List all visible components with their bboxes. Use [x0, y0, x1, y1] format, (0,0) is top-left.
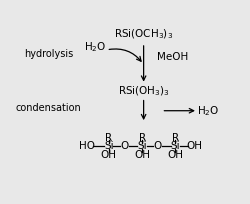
Text: HO: HO — [79, 141, 95, 151]
Text: OH: OH — [186, 141, 202, 151]
Text: O: O — [120, 141, 128, 151]
Text: R: R — [138, 133, 146, 143]
Text: OH: OH — [168, 150, 184, 160]
Text: hydrolysis: hydrolysis — [24, 49, 73, 59]
Text: H$_2$O: H$_2$O — [197, 104, 219, 118]
Text: Si: Si — [104, 141, 114, 151]
Text: condensation: condensation — [16, 103, 81, 113]
Text: O: O — [154, 141, 162, 151]
Text: RSi(OH$_3$)$_3$: RSi(OH$_3$)$_3$ — [118, 85, 170, 98]
Text: OH: OH — [101, 150, 117, 160]
Text: H$_2$O: H$_2$O — [84, 41, 107, 54]
Text: Si: Si — [137, 141, 147, 151]
Text: Si: Si — [170, 141, 180, 151]
Text: R: R — [105, 133, 112, 143]
Text: MeOH: MeOH — [158, 52, 189, 62]
Text: OH: OH — [134, 150, 150, 160]
Text: R: R — [172, 133, 179, 143]
Text: RSi(OCH$_3$)$_3$: RSi(OCH$_3$)$_3$ — [114, 27, 173, 41]
